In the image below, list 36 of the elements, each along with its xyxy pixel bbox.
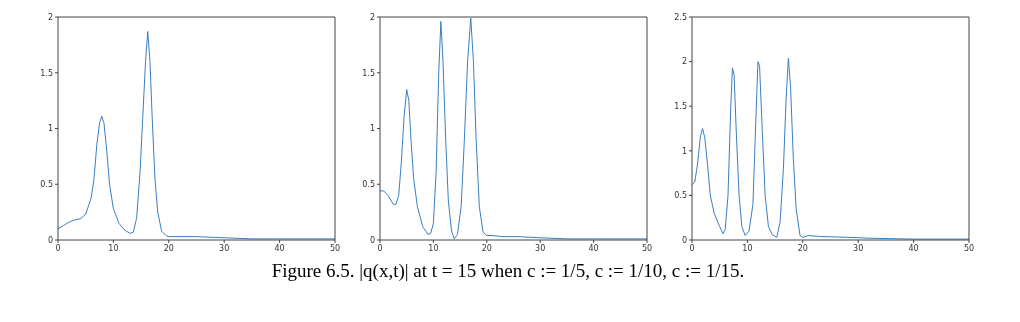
x-tick-label: 30 [853, 243, 864, 253]
y-tick-label: 2 [47, 12, 53, 22]
y-tick-label: 0.5 [674, 191, 687, 201]
y-tick-label: 0.5 [40, 180, 53, 190]
x-tick-label: 50 [641, 243, 653, 253]
y-tick-label: 1 [47, 124, 53, 134]
y-tick-label: 0 [681, 235, 687, 245]
x-tick-label: 20 [797, 243, 808, 253]
y-tick-label: 0 [47, 235, 53, 245]
y-tick-label: 1.5 [40, 68, 53, 78]
caption: Figure 6.5. |q(x,t)| at t = 15 when c := 1/5, c := 1/10, c := 1/15. [270, 260, 746, 282]
y-tick-label: 2.5 [674, 12, 687, 22]
y-tick-label: 0.5 [362, 180, 375, 190]
x-tick-label: 40 [908, 243, 919, 253]
y-tick-label: 2 [369, 12, 375, 22]
y-tick-label: 1.5 [674, 102, 687, 112]
x-tick-label: 50 [329, 243, 341, 253]
x-tick-label: 0 [377, 243, 383, 253]
x-tick-label: 0 [55, 243, 61, 253]
y-tick-label: 1.5 [362, 68, 375, 78]
x-tick-label: 0 [689, 243, 695, 253]
y-tick-label: 1 [369, 124, 375, 134]
x-tick-label: 40 [588, 243, 599, 253]
y-tick-label: 2 [681, 57, 687, 67]
x-tick-label: 10 [108, 243, 119, 253]
x-tick-label: 30 [535, 243, 546, 253]
y-tick-label: 0 [369, 235, 375, 245]
x-tick-label: 20 [163, 243, 174, 253]
x-tick-label: 10 [742, 243, 753, 253]
line-series [380, 17, 647, 240]
x-tick-label: 50 [963, 243, 975, 253]
x-tick-label: 10 [428, 243, 439, 253]
x-tick-label: 30 [219, 243, 230, 253]
x-tick-label: 20 [481, 243, 492, 253]
x-tick-label: 40 [274, 243, 285, 253]
y-tick-label: 1 [681, 146, 687, 156]
